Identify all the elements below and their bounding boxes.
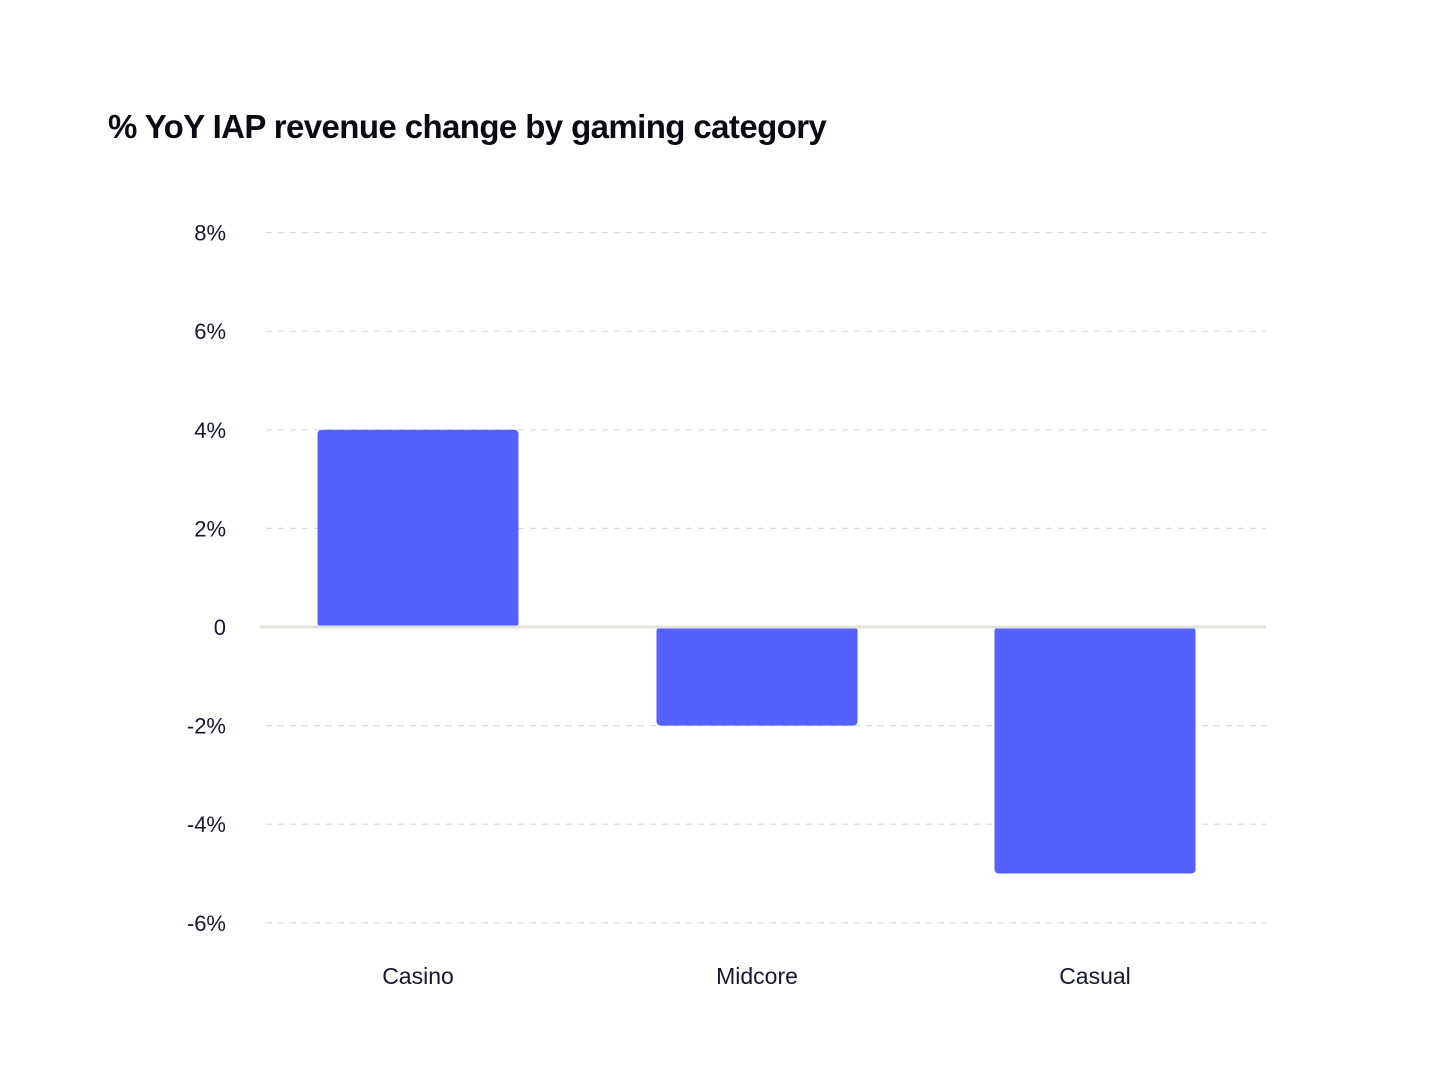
bars [317, 429, 1196, 874]
y-tick-label: -4% [187, 812, 226, 837]
x-category-label: Casual [1059, 963, 1131, 989]
y-tick-label: 2% [194, 516, 226, 541]
y-tick-label: 4% [194, 418, 226, 443]
chart-title: % YoY IAP revenue change by gaming categ… [108, 108, 827, 145]
y-tick-label: 8% [194, 221, 226, 246]
x-axis-categories: Casino Midcore Casual [382, 963, 1131, 989]
bar-midcore [656, 627, 858, 726]
x-category-label: Midcore [716, 963, 798, 989]
bar-casual [994, 627, 1196, 874]
y-tick-label: 6% [194, 319, 226, 344]
y-tick-label: -6% [187, 911, 226, 936]
y-axis-ticks: 8% 6% 4% 2% 0 -2% -4% -6% [187, 221, 226, 936]
y-tick-label: -2% [187, 714, 226, 739]
x-category-label: Casino [382, 963, 454, 989]
bar-casino [317, 429, 519, 627]
y-tick-label: 0 [214, 615, 226, 640]
